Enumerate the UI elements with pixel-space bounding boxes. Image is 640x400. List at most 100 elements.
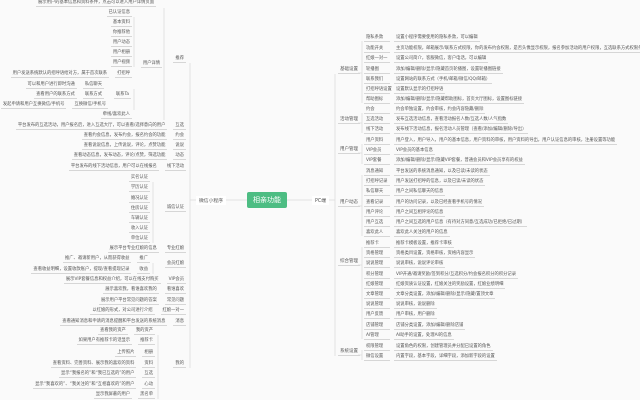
pc-item[interactable]: 打招呼语设置 设置默认显示的打招呼语 xyxy=(364,87,446,94)
pc-item[interactable]: 店铺管理 店铺分类设置，添加/编辑/删除店铺 xyxy=(364,323,466,330)
mind-node[interactable]: 平台发布的线下活动信息，用户可以在线报名 线下活动 xyxy=(68,164,186,171)
mind-node[interactable]: 住房认证 xyxy=(128,206,150,213)
pc-category[interactable]: 活动管理 xyxy=(338,117,360,124)
pc-item[interactable]: 文章管理 文章分类设置，添加/编辑/删除/显示/隐藏/置顶文章 xyxy=(364,292,496,299)
mind-node[interactable]: 如果用户有推荐卡的话显示 推荐卡 xyxy=(76,338,155,345)
pc-item[interactable]: 功能开关 主页功能权限，邮箱展示/联系方式权限，你的发布约会权限，是否头像显示权限… xyxy=(364,46,640,53)
pc-item[interactable]: 打招呼记录 用户发送打招呼的信息，以及已读/未读的状态 xyxy=(364,179,486,186)
mind-node[interactable]: 基本资料 xyxy=(110,20,132,27)
mind-node[interactable]: 显示“我喜欢的”、“我关注的”和“互相喜欢的”的用户 心动 xyxy=(33,382,155,389)
pc-item[interactable]: 帮助图标 添加/编辑/删除/显示/隐藏帮助图标，首页大厅图标，设置图标链接 xyxy=(364,97,525,104)
mind-node[interactable]: 查看约会信息，发布约会，报名约会的功能 约会 xyxy=(81,133,186,140)
mind-node[interactable]: 婚况认证 xyxy=(128,196,150,203)
pc-item[interactable]: 喜欢此人 喜欢此人关注的用户的信息 xyxy=(364,230,450,237)
mind-node[interactable]: 你推荐他 xyxy=(110,30,132,37)
pc-item[interactable]: 隐私条款 设置小程序需要使用的隐私条款，可以编辑 xyxy=(364,35,480,42)
pc-item[interactable]: 积分管理 VIP开通/邀请奖励/签到积分/互选积分/约会报名积分的积分记录 xyxy=(364,272,519,279)
mind-node[interactable]: 可以和用户进行即时沟通 私信聊天 xyxy=(25,82,104,89)
mind-node[interactable]: 用户详情 xyxy=(140,61,162,68)
mind-node[interactable]: 推荐 xyxy=(173,56,186,63)
mind-node[interactable]: 我的 xyxy=(173,361,186,368)
mind-node[interactable]: 上传照片 相册 xyxy=(115,350,155,357)
mind-node[interactable]: 联系Ta xyxy=(113,92,131,99)
pc-item[interactable]: 资格管理 资格类目设置，资格审核，资格内容显示 xyxy=(364,251,476,258)
mind-node[interactable]: 展示用户的基本信息和资料条件，点击可以进入用户详情页面 xyxy=(35,0,162,7)
pc-item[interactable]: VIP套餐 添加/编辑/删除/显示/隐藏VIP套餐，普通会员和VIP会员享有的权益 xyxy=(364,158,525,165)
mind-node[interactable]: 用户动态 xyxy=(110,40,132,47)
item-label: 查看记录 xyxy=(364,200,390,207)
node-label: 打招呼 xyxy=(115,71,132,78)
mind-node[interactable]: 已认证信息 xyxy=(106,10,132,17)
pc-item[interactable]: 线下活动 发布线下活动信息，报名活动人员管理（查看/添加/编辑/删除/导出） xyxy=(364,127,529,134)
mind-node[interactable]: 会员红娘 xyxy=(164,261,186,268)
item-label: 私信聊天 xyxy=(364,189,390,196)
item-description: 设置角色的权限，创建管理员并分配已设置的角色 xyxy=(394,344,493,351)
pc-category[interactable]: 用户管理 xyxy=(338,147,360,154)
pc-item[interactable]: 红娘管理 红娘资质认证设置，红娘关注的奖励设置，红娘业绩明细 xyxy=(364,282,506,289)
mind-node[interactable]: 车辆认证 xyxy=(128,216,150,223)
node-label: 会员红娘 xyxy=(164,261,186,268)
mind-node[interactable]: 查看通知消息和申请的消息提醒和平台发送的系统消息 消息 xyxy=(60,319,186,326)
branch-pc[interactable]: PC端 xyxy=(312,196,330,205)
pc-item[interactable]: 私信聊天 用户之间私信聊天的信息 xyxy=(364,189,446,196)
mind-node[interactable]: 展示喜欢我，看谁喜欢我的 看谁喜欢 xyxy=(103,287,186,294)
mind-node[interactable]: 查看我的资产 我的资产 xyxy=(98,328,155,335)
mind-node[interactable]: 用户相册 xyxy=(110,50,132,57)
pc-category[interactable]: 基础设置 xyxy=(338,67,360,74)
mind-node[interactable]: 查看资料、完善资料、展示我的喜欢的资料 资料 xyxy=(50,361,155,368)
pc-category[interactable]: 综合管理 xyxy=(338,259,360,266)
node-label: 收入认证 xyxy=(128,226,150,233)
pc-category[interactable]: 用户动态 xyxy=(338,200,360,207)
mind-node[interactable]: 查看说说信息，上传说说，评论，点赞功能 说说 xyxy=(81,143,186,150)
mind-node[interactable]: 查看用户的联系方式 联系方式 xyxy=(34,92,104,99)
pc-category[interactable]: 系统设置 xyxy=(338,349,360,356)
item-description: 用户发送打招呼的信息，以及已读/未读的状态 xyxy=(394,179,486,186)
pc-item[interactable]: 红娘一对一 设置公司简介，客服微信，客户电话，可以编辑 xyxy=(364,56,489,63)
item-label: 互选活动 xyxy=(364,117,390,124)
pc-item[interactable]: 轮播图 添加/编辑/删除/显示/隐藏首页轮播图，设置轮播图链接 xyxy=(364,67,503,74)
mind-node[interactable]: 收入认证 xyxy=(128,226,150,233)
mind-node[interactable]: 推广、邀请新用户，从而获得收益 推广 xyxy=(62,256,150,263)
mind-node[interactable]: 查看动态信息，发布动态，评论/点赞，筛选功能 动态 xyxy=(71,153,186,160)
mind-node[interactable]: 展示VIP套餐信息和权益介绍，可以在线支付购买 VIP会员 xyxy=(63,277,186,284)
mind-node[interactable]: 显示“我报名的”和“我已互选的”的用户 互选 xyxy=(59,371,155,378)
mind-node[interactable]: 用户发送系统默认的招呼语给对方，属于首次联系 打招呼 xyxy=(10,71,132,78)
pc-item[interactable]: 推荐卡 推荐卡模板设置，推荐卡审核 xyxy=(364,241,454,248)
node-label: 单位认证 xyxy=(128,236,150,243)
mind-node[interactable]: 单位认证 xyxy=(128,236,150,243)
mind-node[interactable]: 展示用户平台常见问题的答案 常见问题 xyxy=(98,298,186,305)
mind-node[interactable]: 用户视频 xyxy=(110,60,132,67)
pc-item[interactable]: 消息通知 平台发送的系统消息通知，以及已读/未读的状态 xyxy=(364,169,490,176)
pc-item[interactable]: 微信设置 内置字段，基本字段，详细字段，添加新字段的设置 xyxy=(364,354,497,361)
mind-node[interactable]: 学历认证 xyxy=(128,185,150,192)
pc-item[interactable]: AI管理 AI助手的设置，处理AI的信息 xyxy=(364,333,454,340)
mind-node[interactable]: 以红娘的形式，对公司进行介绍 红娘一对一 xyxy=(90,308,186,315)
pc-item[interactable]: 联系我们 设置网站的联系方式（手机/邮箱/微信/QQ/邮箱） xyxy=(364,77,493,84)
pc-item[interactable]: 用户互选 用户之间互选的用户信息（有待对方同意/互选成功/已拒绝/已过期） xyxy=(364,220,527,227)
pc-item[interactable]: 说说管理 说说审核，说说删除 xyxy=(364,302,437,309)
mind-node[interactable]: 牵线/喜欢此人 xyxy=(100,112,132,119)
pc-item[interactable]: 说说管理 说说审核，说说评论审核 xyxy=(364,261,446,268)
mind-node[interactable]: 显示我屏蔽的用户 黑名单 xyxy=(93,392,155,399)
pc-item[interactable]: VIP会员 VIP会员的基本信息 xyxy=(364,148,435,155)
pc-item[interactable]: 用户反馈 用户审核，用户删除 xyxy=(364,312,437,319)
mind-node[interactable]: 实名认证 xyxy=(128,175,150,182)
mind-node[interactable]: 诚信认证 xyxy=(164,205,186,212)
pc-item[interactable]: 权限管理 设置角色的权限，创建管理员并分配已设置的角色 xyxy=(364,344,493,351)
node-description: 查看用户的联系方式 xyxy=(34,92,77,99)
mind-node[interactable]: 平台发布的互选活动，用户报名后，进入互选大厅，可以查看/选择意向的用户 互选 xyxy=(15,123,186,130)
pc-item[interactable]: 互选活动 发布互选活动信息，查看活动报名人数/互选人数/人气指数 xyxy=(364,117,509,124)
pc-item[interactable]: 约会 约会单独设置，约会审核，约会内容隐藏/删除 xyxy=(364,107,486,114)
branch-mini-program[interactable]: 微信小程序 xyxy=(196,196,226,205)
item-description: 说说审核，说说评论审核 xyxy=(394,261,446,268)
node-label: 我的 xyxy=(173,361,186,368)
mind-node[interactable]: 发起申请和用户互换微信/手机号 互换微信/手机号 xyxy=(0,102,108,109)
mind-node[interactable]: 展示平台专业红娘的信息 专业红娘 xyxy=(107,246,186,253)
central-topic[interactable]: 相亲功能 xyxy=(247,192,287,208)
pc-item[interactable]: 用户资料 用户登入，用户导入，用户的基本信息，用户资料的审核，用户资料的导出，用户… xyxy=(364,138,618,145)
item-description: 内置字段，基本字段，详细字段，添加新字段的设置 xyxy=(394,354,497,361)
item-description: 发布线下活动信息，报名活动人员管理（查看/添加/编辑/删除/导出） xyxy=(394,127,529,134)
pc-item[interactable]: 用户评论 用户之间互相评论的信息 xyxy=(364,210,446,217)
pc-item[interactable]: 查看记录 用户的访问记录，以及已经查看手机号的情况 xyxy=(364,200,484,207)
mind-node[interactable]: 查看收益明细，设置收款账户，提现/查看提现记录 收益 xyxy=(31,267,150,274)
